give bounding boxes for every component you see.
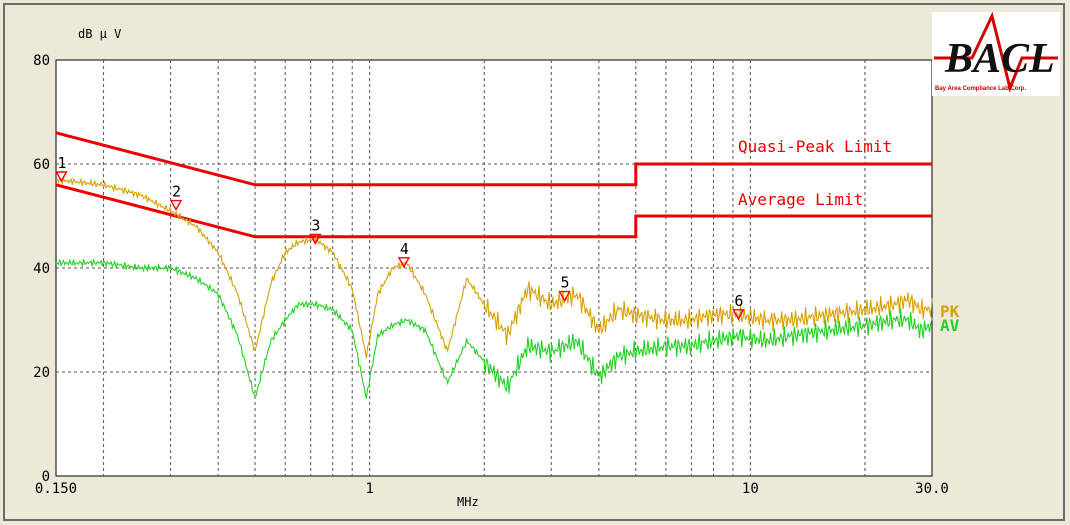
marker-triangle-icon (397, 257, 411, 269)
x-tick-label: 0.150 (35, 481, 77, 497)
y-tick-label: 40 (33, 261, 50, 277)
logo-pulse-icon (934, 11, 1058, 93)
marker-triangle-icon (55, 171, 68, 183)
x-tick-label: 30.0 (915, 481, 949, 497)
series-line-av (55, 258, 933, 399)
limit-label-quasi-peak: Quasi-Peak Limit (738, 137, 892, 156)
series-label-av: AV (940, 316, 960, 335)
marker-label: 6 (734, 292, 743, 310)
marker-triangle-icon (558, 290, 571, 303)
y-tick-label: 0 (42, 469, 50, 485)
limit-lines (55, 131, 932, 239)
x-axis-label: MHz (457, 495, 479, 509)
series-label-pk: PK (940, 302, 960, 321)
marker-triangle-icon (309, 233, 322, 245)
marker-triangle-icon (169, 199, 183, 212)
data-series (55, 175, 933, 399)
x-tick-label: 1 (365, 481, 373, 497)
marker-label: 5 (561, 274, 570, 292)
marker-label: 1 (57, 154, 66, 172)
bacl-logo: BACL Bay Area Compliance Lab Corp. (932, 11, 1060, 96)
x-tick-label: 10 (742, 481, 759, 497)
series-line-pk (55, 175, 933, 359)
y-tick-label: 20 (33, 365, 50, 381)
marker-label: 4 (400, 240, 409, 258)
marker-triangle-icon (732, 309, 745, 321)
logo-text: BACL (944, 36, 1055, 82)
peak-markers: 1 2 3 4 5 6 (55, 154, 745, 321)
logo-tagline: Bay Area Compliance Lab Corp. (935, 86, 1026, 92)
axis-ticks: 0 20 40 60 80 0.150 1 10 30.0 (33, 53, 949, 497)
y-tick-label: 60 (33, 157, 50, 173)
quasi-peak-limit-line (55, 131, 932, 187)
y-axis-label: dB μ V (78, 27, 121, 41)
marker-label: 3 (311, 216, 320, 234)
y-tick-label: 80 (33, 53, 50, 69)
average-limit-line (55, 183, 932, 239)
marker-label: 2 (172, 183, 181, 201)
limit-label-average: Average Limit (738, 190, 863, 209)
